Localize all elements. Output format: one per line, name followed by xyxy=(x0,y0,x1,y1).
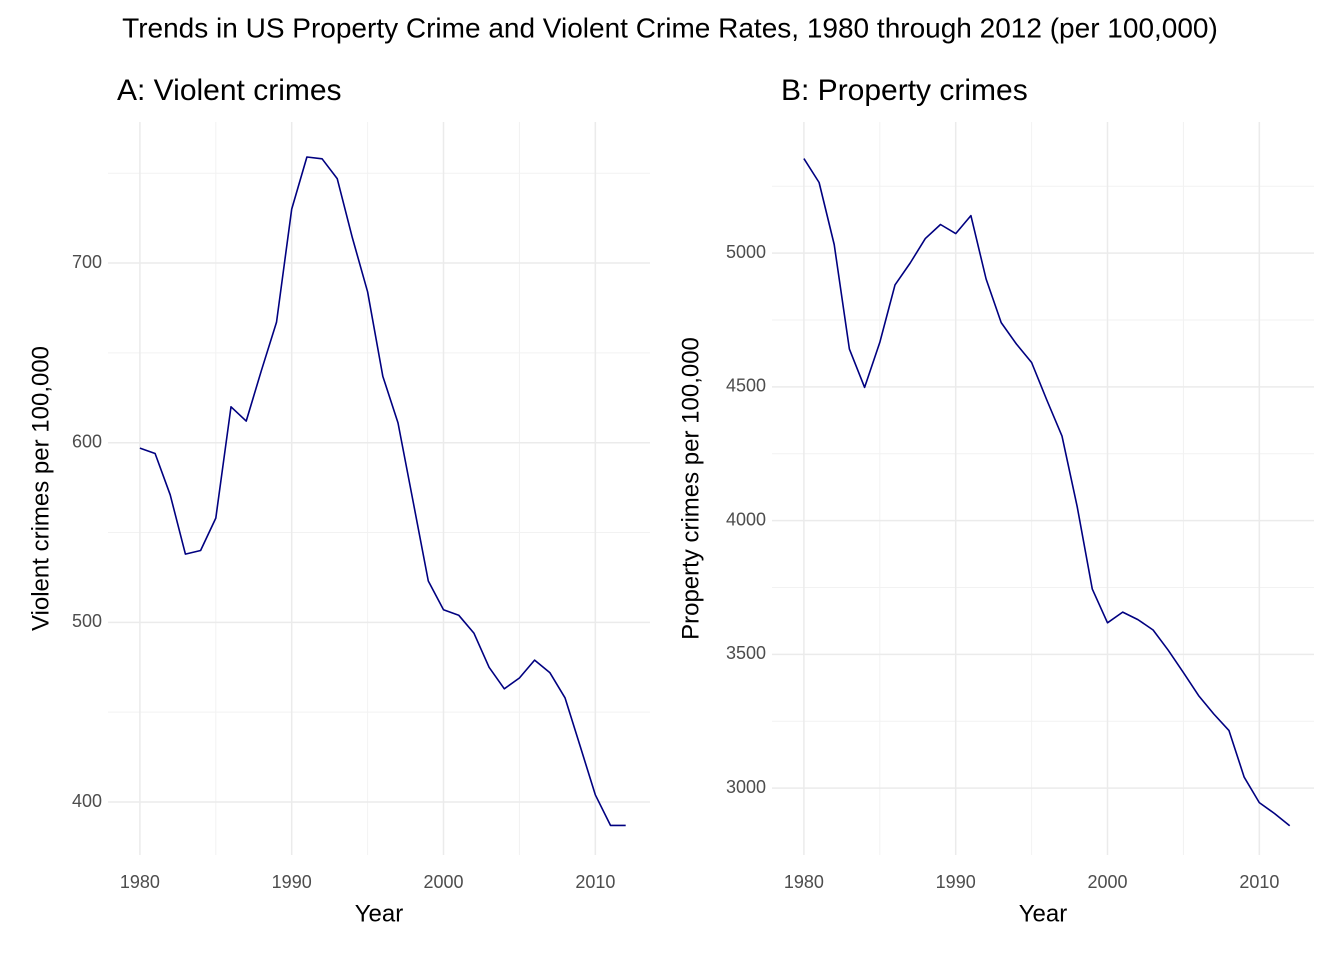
y-tick-label: 600 xyxy=(72,431,102,451)
y-tick-label: 4500 xyxy=(726,376,766,396)
x-tick-label: 1990 xyxy=(936,872,976,892)
y-tick-label: 3000 xyxy=(726,777,766,797)
x-tick-label: 2010 xyxy=(575,872,615,892)
y-tick-label: 3500 xyxy=(726,643,766,663)
y-axis-title: Property crimes per 100,000 xyxy=(677,337,704,640)
y-tick-label: 4000 xyxy=(726,509,766,529)
y-tick-label: 500 xyxy=(72,611,102,631)
x-tick-label: 2000 xyxy=(1088,872,1128,892)
x-tick-label: 1980 xyxy=(784,872,824,892)
page-title: Trends in US Property Crime and Violent … xyxy=(122,12,1218,43)
y-tick-label: 5000 xyxy=(726,242,766,262)
x-tick-label: 1980 xyxy=(120,872,160,892)
x-tick-label: 1990 xyxy=(272,872,312,892)
x-tick-label: 2000 xyxy=(424,872,464,892)
data-line xyxy=(139,156,626,827)
panel-title: B: Property crimes xyxy=(781,74,1028,107)
data-line xyxy=(803,158,1291,827)
y-axis-title: Violent crimes per 100,000 xyxy=(27,346,54,631)
x-axis-title: Year xyxy=(355,900,404,927)
x-axis-title: Year xyxy=(1019,900,1068,927)
y-tick-label: 400 xyxy=(72,791,102,811)
x-tick-label: 2010 xyxy=(1239,872,1279,892)
y-tick-label: 700 xyxy=(72,252,102,272)
panel-title: A: Violent crimes xyxy=(117,74,342,107)
